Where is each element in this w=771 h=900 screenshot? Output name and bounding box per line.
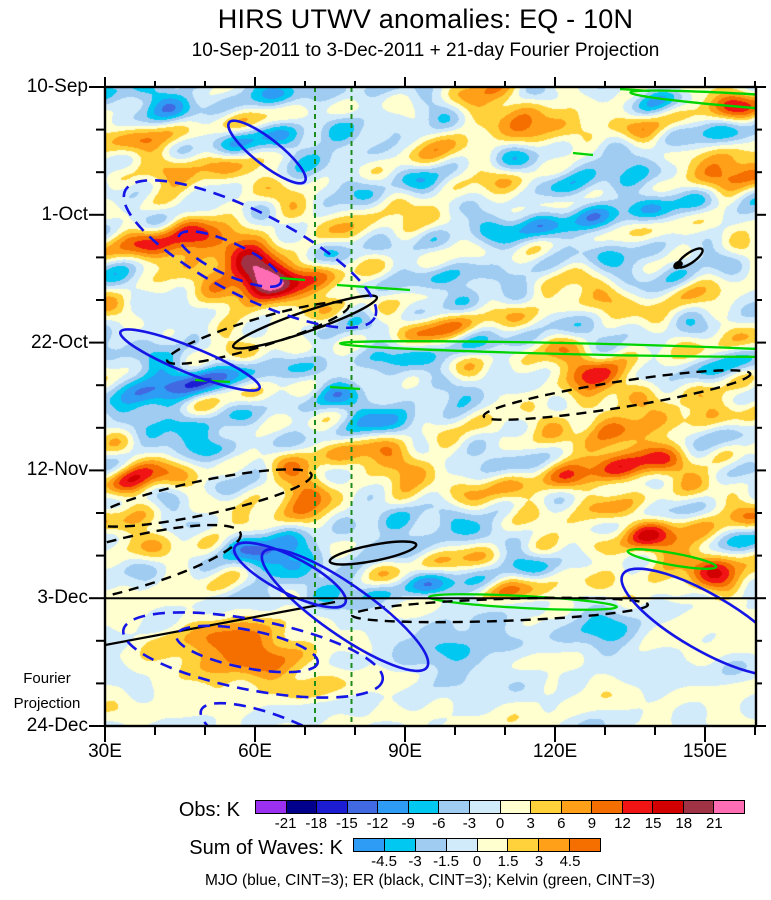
colorbar-0-segment-5 <box>407 801 439 813</box>
fourier-label-line1: Fourier <box>23 670 71 687</box>
colorbar-0-segment-3 <box>346 801 378 813</box>
y-tick-label-12-Nov: 12-Nov <box>26 459 88 481</box>
y-tick-label-24-Dec: 24-Dec <box>26 715 88 736</box>
kelvin-segment-1 <box>336 283 411 292</box>
sum-colorbar-ticks: -4.5 -3 -1.5 0 1.5 3 4.5 <box>353 853 601 871</box>
mjo-contour-dashed-3 <box>174 624 320 674</box>
fourier-label-line2: Projection <box>13 695 81 712</box>
er-contour-dashed-4 <box>165 300 351 366</box>
mjo-contour-solid-4 <box>620 567 756 677</box>
colorbar-0-tick-6: 6 <box>557 815 566 832</box>
plot-frame <box>103 85 758 728</box>
mjo-contour-dashed-4 <box>199 701 361 726</box>
colorbar-1-tick--3: -3 <box>408 853 422 870</box>
colorbar-0-segment-0 <box>256 801 286 813</box>
colorbar-0-tick-15: 15 <box>644 815 662 832</box>
kelvin-contour-3 <box>427 593 619 611</box>
colorbar-1-tick-3: 3 <box>534 853 544 870</box>
mjo-contour-dashed-2 <box>121 611 385 699</box>
colorbar-0-tick--3: -3 <box>462 815 477 832</box>
colorbar-1-tick-4.5: 4.5 <box>559 853 581 870</box>
y-tick-label-22-Oct: 22-Oct <box>30 331 88 353</box>
colorbar-1-tick--1.5: -1.5 <box>433 853 459 870</box>
obs-colorbar-ticks: -21 -18 -15 -12 -9 -6 -3 0 3 6 9 12 15 18 21 <box>255 815 745 833</box>
x-tick-label-60E: 60E <box>238 741 272 762</box>
colorbar-0-tick-0: 0 <box>495 815 505 832</box>
chart-title: HIRS UTWV anomalies: EQ - 10N <box>217 4 634 34</box>
kelvin-segment-0 <box>279 276 306 282</box>
colorbar-0-segment-13 <box>652 801 683 813</box>
colorbar-0-segment-2 <box>316 801 347 813</box>
y-tick-label-1-Oct: 1-Oct <box>41 203 88 225</box>
contour-overlay <box>89 77 766 742</box>
er-line-0 <box>105 600 336 647</box>
colorbar-0-tick--12: -12 <box>366 815 389 832</box>
kelvin-segment-5 <box>572 151 594 157</box>
colorbar-0-tick-9: 9 <box>587 815 597 832</box>
kelvin-segment-4 <box>619 87 651 93</box>
er-contour-solid-2 <box>673 260 683 270</box>
sum-colorbar <box>353 838 601 852</box>
colorbar-0-segment-9 <box>530 801 561 813</box>
colorbar-1-segment-5 <box>507 839 539 851</box>
colorbar-0-segment-14 <box>682 801 714 813</box>
colorbar-0-tick--18: -18 <box>305 815 328 832</box>
colorbar-0-tick-21: 21 <box>706 815 723 832</box>
er-contour-dashed-2 <box>105 523 242 611</box>
colorbar-1-segment-2 <box>414 839 446 851</box>
y-tick-label-3-Dec: 3-Dec <box>37 587 88 609</box>
colorbar-0-segment-15 <box>713 801 744 813</box>
colorbar-0-segment-8 <box>499 801 531 813</box>
plot-area <box>89 77 766 742</box>
mjo-contour-solid-2 <box>232 541 348 609</box>
colorbar-0-segment-6 <box>438 801 469 813</box>
x-tick-label-120E: 120E <box>532 741 578 762</box>
kelvin-contour-2 <box>626 548 718 570</box>
fourier-projection-label: Fourier Projection <box>2 666 92 716</box>
mjo-contour-solid-3 <box>260 547 430 673</box>
colorbar-0-tick--9: -9 <box>401 815 415 832</box>
obs-colorbar-label: Obs: K <box>178 799 240 821</box>
chart-subtitle: 10-Sep-2011 to 3-Dec-2011 + 21-day Fouri… <box>191 40 660 61</box>
y-tick-label-10-Sep: 10-Sep <box>26 76 88 97</box>
kelvin-contour-1 <box>338 340 756 358</box>
er-contour-dashed-0 <box>482 369 752 421</box>
colorbar-0-segment-1 <box>285 801 317 813</box>
colorbar-1-segment-3 <box>445 839 477 851</box>
colorbar-0-segment-12 <box>621 801 653 813</box>
colorbar-1-tick--4.5: -4.5 <box>371 853 397 870</box>
colorbar-0-segment-11 <box>591 801 622 813</box>
colorbar-1-segment-4 <box>476 839 508 851</box>
colorbar-0-tick--15: -15 <box>336 815 358 832</box>
colorbar-0-tick-12: 12 <box>614 815 631 832</box>
wave-legend-caption: MJO (blue, CINT=3); ER (black, CINT=3); … <box>204 872 656 889</box>
colorbar-1-segment-0 <box>354 839 384 851</box>
colorbar-0-segment-4 <box>377 801 408 813</box>
er-contour-solid-0 <box>231 294 379 350</box>
colorbar-0-tick--21: -21 <box>274 815 297 832</box>
colorbar-0-tick--6: -6 <box>432 815 446 832</box>
colorbar-1-tick-0: 0 <box>472 853 482 870</box>
kelvin-segment-3 <box>329 385 361 391</box>
colorbar-1-segment-1 <box>383 839 415 851</box>
kelvin-contour-0 <box>629 89 756 119</box>
colorbar-0-tick-18: 18 <box>675 815 693 832</box>
colorbar-0-tick-3: 3 <box>526 815 535 832</box>
mjo-contour-dashed-1 <box>177 229 283 289</box>
colorbar-1-segment-7 <box>569 839 600 851</box>
mjo-contour-solid-1 <box>118 328 262 392</box>
colorbar-0-segment-10 <box>560 801 592 813</box>
obs-colorbar <box>255 800 745 814</box>
x-tick-label-30E: 30E <box>88 741 122 762</box>
mjo-contour-solid-0 <box>227 119 307 185</box>
sum-colorbar-label: Sum of Waves: K <box>189 837 343 859</box>
colorbar-0-segment-7 <box>468 801 500 813</box>
x-tick-label-150E: 150E <box>682 741 728 762</box>
er-contour-dashed-1 <box>105 468 313 528</box>
x-tick-label-90E: 90E <box>388 741 422 762</box>
colorbar-1-segment-6 <box>538 839 570 851</box>
colorbar-1-tick-1.5: 1.5 <box>497 853 519 870</box>
er-contour-solid-3 <box>328 540 418 566</box>
